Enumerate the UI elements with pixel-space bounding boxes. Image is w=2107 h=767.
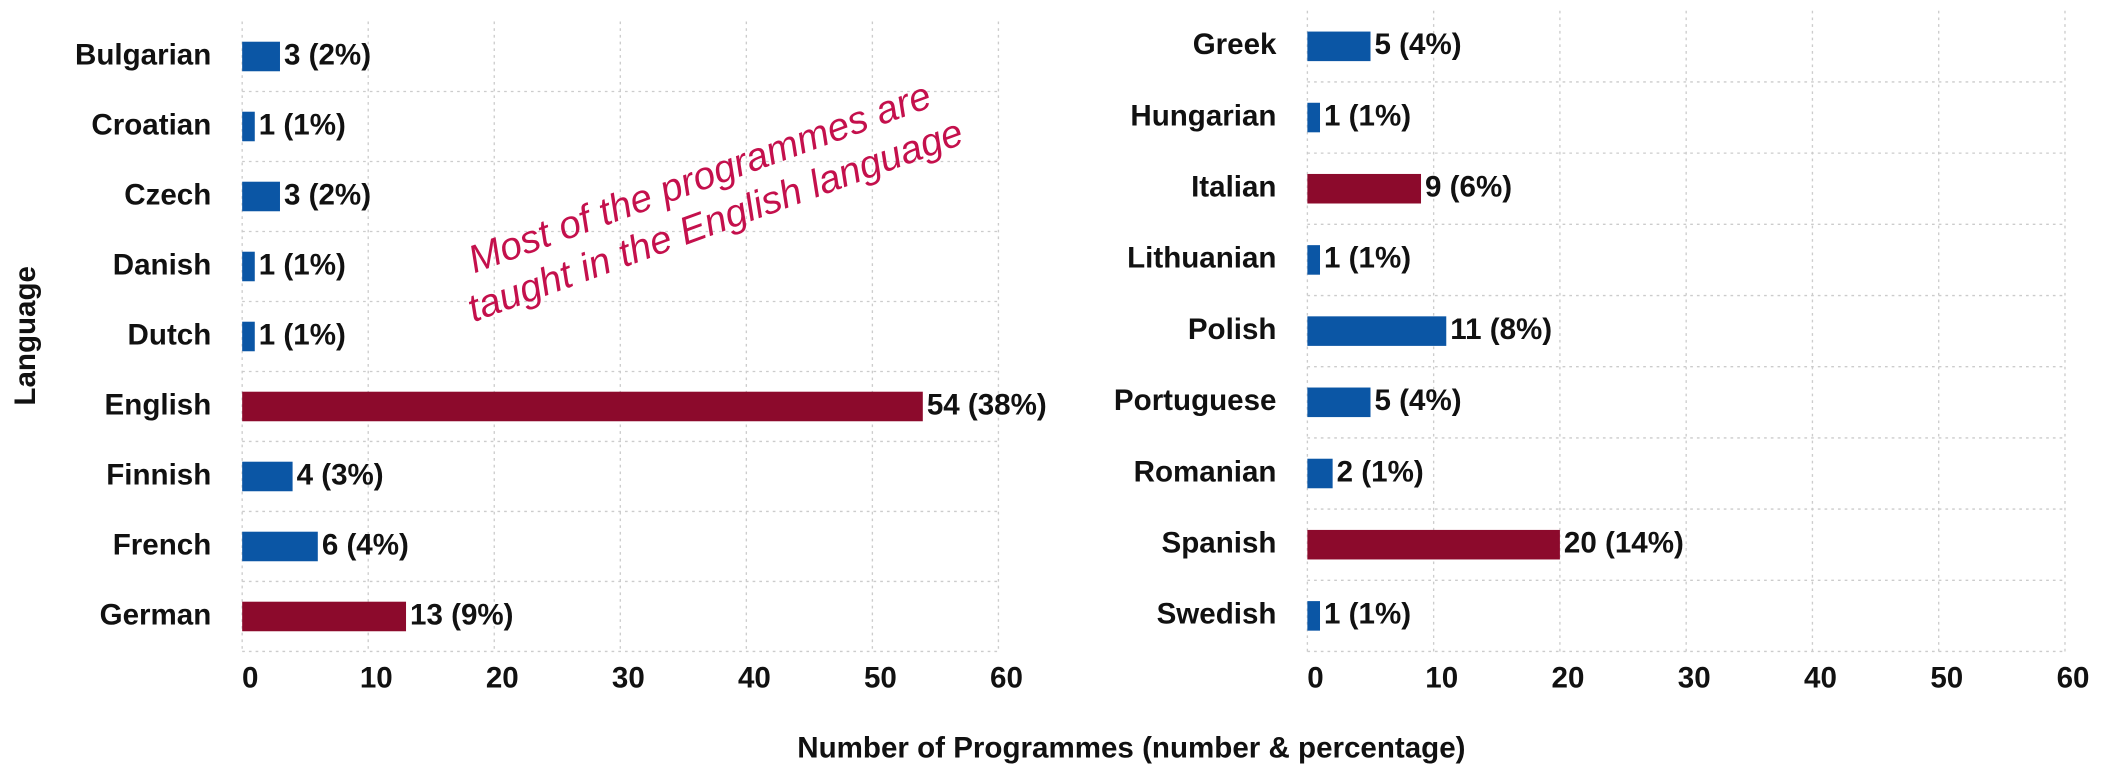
x-tick-label: 30 [1678, 662, 1711, 695]
x-tick-label: 60 [990, 662, 1023, 695]
data-label: 2 (1%) [1337, 455, 1424, 488]
y-tick-label: English [105, 388, 212, 421]
data-label: 11 (8%) [1450, 313, 1552, 346]
bar [242, 601, 407, 632]
y-tick-label: Bulgarian [75, 38, 211, 71]
x-tick-label: 60 [2057, 662, 2090, 695]
data-label: 13 (9%) [410, 598, 513, 631]
bar [1307, 529, 1560, 560]
x-tick-label: 50 [1930, 662, 1963, 695]
data-label: 54 (38%) [927, 388, 1047, 421]
data-label: 9 (6%) [1425, 171, 1512, 204]
data-label: 1 (1%) [1324, 598, 1411, 631]
y-tick-label: French [113, 528, 212, 561]
x-tick-label: 20 [1552, 662, 1585, 695]
data-label: 3 (2%) [284, 38, 371, 71]
y-tick-label: Romanian [1134, 455, 1277, 488]
bar [242, 181, 280, 212]
data-label: 1 (1%) [259, 248, 346, 281]
y-tick-label: Finnish [106, 458, 211, 491]
data-label: 4 (3%) [297, 458, 384, 491]
x-tick-label: 30 [612, 662, 645, 695]
data-label: 1 (1%) [1324, 242, 1411, 275]
bar [1307, 245, 1321, 275]
y-tick-label: Danish [113, 248, 212, 281]
bar [1307, 601, 1321, 631]
data-label: 1 (1%) [1324, 99, 1411, 132]
x-tick-label: 0 [1307, 662, 1323, 695]
y-tick-label: Portuguese [1114, 384, 1277, 417]
y-tick-label: Swedish [1157, 598, 1277, 631]
data-label: 20 (14%) [1564, 527, 1684, 560]
x-tick-label: 40 [738, 662, 771, 695]
bar [1307, 316, 1447, 346]
y-axis-label: Language [9, 266, 42, 406]
y-tick-label: Polish [1188, 313, 1277, 346]
y-tick-label: Hungarian [1130, 99, 1276, 132]
bar [1307, 387, 1371, 418]
data-label: 6 (4%) [322, 528, 409, 561]
bar [242, 111, 255, 142]
x-axis-label: Number of Programmes (number & percentag… [797, 731, 1465, 764]
bar [242, 251, 255, 282]
y-tick-label: German [100, 598, 212, 631]
bar [1307, 31, 1371, 62]
data-label: 5 (4%) [1375, 384, 1462, 417]
bar [242, 531, 318, 562]
y-tick-label: Czech [124, 178, 211, 211]
bar [1307, 173, 1422, 204]
y-tick-label: Dutch [128, 318, 212, 351]
x-tick-label: 50 [864, 662, 897, 695]
x-tick-label: 10 [360, 662, 393, 695]
y-tick-label: Croatian [91, 108, 211, 141]
x-tick-label: 20 [486, 662, 519, 695]
x-tick-label: 0 [242, 662, 258, 695]
data-label: 1 (1%) [259, 108, 346, 141]
data-label: 1 (1%) [259, 318, 346, 351]
bar [1307, 102, 1321, 133]
bar [242, 391, 923, 422]
data-label: 5 (4%) [1375, 28, 1462, 61]
y-tick-label: Italian [1191, 171, 1276, 204]
data-label: 3 (2%) [284, 178, 371, 211]
bar [1307, 458, 1333, 489]
y-tick-label: Spanish [1162, 527, 1277, 560]
x-tick-label: 10 [1425, 662, 1458, 695]
bar [242, 41, 280, 72]
y-tick-label: Lithuanian [1127, 242, 1276, 275]
bar [242, 321, 255, 352]
bar [242, 461, 293, 492]
y-tick-label: Greek [1193, 28, 1277, 61]
x-tick-label: 40 [1804, 662, 1837, 695]
